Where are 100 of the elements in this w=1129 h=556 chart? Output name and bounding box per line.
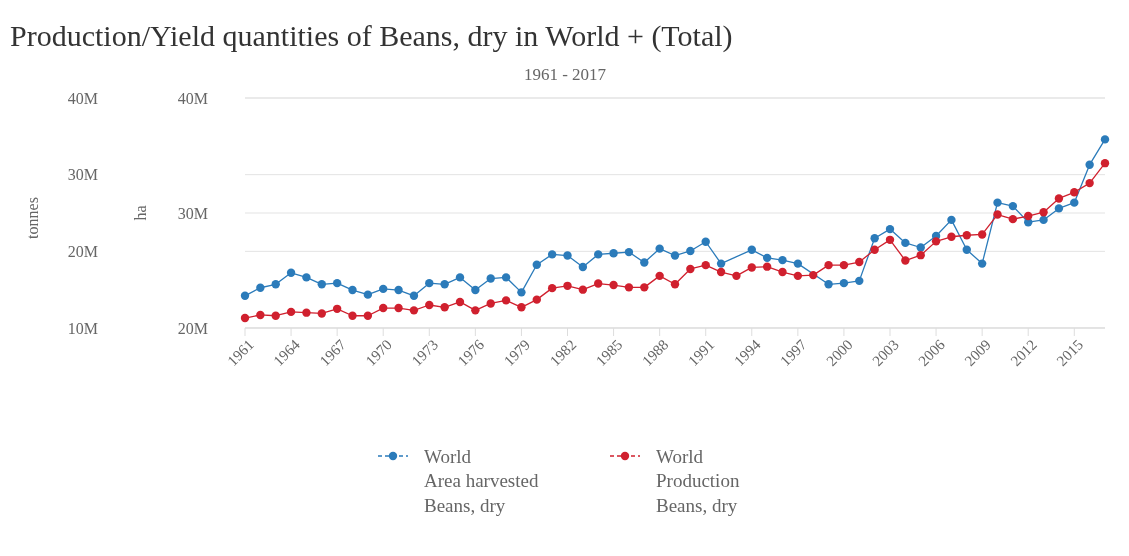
point (762, 262, 772, 271)
point (686, 264, 695, 274)
point (885, 224, 895, 234)
y-tick-label: 10M (67, 319, 98, 337)
point (655, 271, 664, 281)
point (394, 303, 403, 313)
point (870, 245, 879, 254)
point (486, 299, 495, 308)
point (901, 238, 910, 248)
point (747, 263, 756, 272)
point (440, 280, 449, 289)
point (885, 235, 895, 245)
point (563, 281, 572, 291)
point (1085, 178, 1094, 188)
y-axis-title: tonnes (24, 197, 41, 239)
point (1070, 198, 1079, 207)
point (317, 280, 326, 289)
point (501, 296, 511, 305)
point (425, 278, 434, 288)
point (440, 303, 449, 312)
point (855, 276, 864, 286)
point (1100, 158, 1110, 168)
point (624, 283, 634, 292)
point (640, 258, 649, 267)
point (501, 273, 511, 282)
point (348, 311, 357, 320)
point (547, 250, 557, 259)
x-tick-label: 1991 (685, 336, 718, 370)
point (640, 283, 649, 292)
point (286, 307, 296, 317)
y2-tick-label: 20M (177, 319, 208, 337)
point (379, 284, 388, 294)
point (701, 237, 710, 246)
chart-title: Production/Yield quantities of Beans, dry in World + (Total) (10, 19, 733, 53)
point (240, 291, 250, 300)
point (256, 283, 265, 292)
point (962, 231, 971, 240)
legend-label: World Production Beans, dry (656, 445, 740, 517)
point (993, 210, 1002, 219)
point (363, 311, 373, 320)
point (578, 285, 588, 294)
point (1054, 204, 1064, 213)
point (670, 251, 680, 260)
point (947, 232, 956, 241)
point (609, 280, 618, 290)
point (455, 273, 465, 282)
point (594, 279, 603, 288)
point (302, 273, 311, 282)
y2-tick-label: 40M (177, 89, 208, 107)
point (716, 259, 726, 268)
point (302, 308, 311, 317)
point (332, 304, 342, 314)
point (532, 260, 541, 269)
point (839, 260, 849, 270)
point (409, 291, 419, 300)
x-tick-label: 1961 (224, 336, 257, 370)
point (1085, 160, 1094, 169)
point (1070, 188, 1079, 197)
point (425, 300, 434, 310)
point (916, 250, 925, 260)
point (670, 280, 680, 289)
point (271, 311, 280, 320)
point (916, 243, 925, 252)
point (793, 259, 803, 268)
point (517, 288, 526, 297)
point (747, 245, 756, 254)
point (455, 297, 465, 307)
point (271, 280, 280, 289)
point (547, 283, 557, 293)
y2-tick-label: 30M (177, 204, 208, 222)
point (1100, 135, 1110, 144)
point (701, 260, 710, 270)
point (931, 237, 941, 246)
y2-axis-title: ha (132, 205, 149, 221)
y-tick-label: 30M (67, 166, 98, 184)
point (471, 306, 480, 315)
point (1054, 194, 1064, 203)
point (348, 285, 357, 295)
point (394, 285, 403, 295)
point (486, 274, 495, 283)
point (317, 309, 326, 318)
point (977, 259, 987, 268)
point (609, 249, 618, 258)
point (624, 247, 634, 257)
point (732, 271, 741, 281)
point (901, 256, 910, 265)
point (762, 253, 772, 263)
point (332, 278, 342, 288)
chart-subtitle: 1961 - 2017 (523, 65, 607, 84)
point (824, 260, 833, 270)
point (778, 267, 787, 277)
y-tick-label: 40M (67, 89, 98, 107)
point (1039, 215, 1048, 225)
point (240, 313, 250, 323)
y-tick-label: 20M (67, 242, 98, 260)
point (839, 278, 849, 288)
point (1008, 214, 1018, 224)
point (870, 234, 879, 243)
point (1008, 201, 1018, 211)
point (471, 285, 480, 295)
